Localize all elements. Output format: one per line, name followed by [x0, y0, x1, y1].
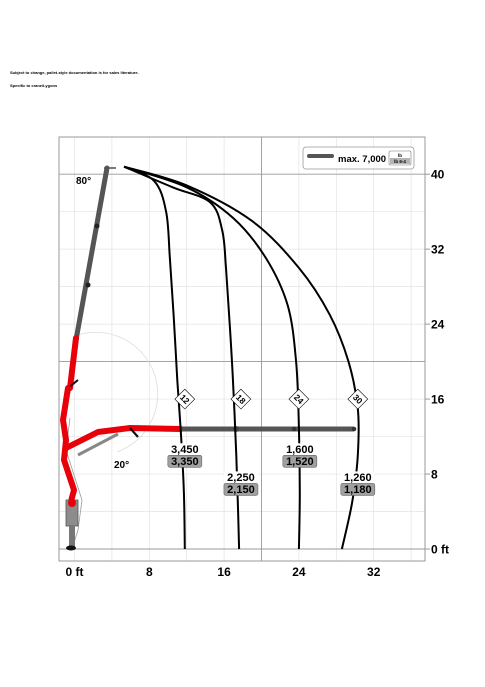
note-line-1: Subject to change, pallet-style document… [10, 70, 139, 75]
curve-label-box [347, 388, 369, 410]
legend-box [302, 146, 415, 170]
load-box-bottom [282, 454, 318, 468]
load-value-bottom: 3,350 [171, 456, 199, 468]
crane-boom: 80° 20° [60, 165, 357, 551]
legend-unit-bottom: lb 6-4 [394, 159, 406, 164]
load-box-bottom [167, 454, 203, 468]
load-box-top [282, 443, 317, 456]
x-tick-label: 16 [217, 565, 231, 579]
legend-unit-top: lb [398, 153, 402, 158]
boom-joint [94, 223, 100, 229]
crane-foot [66, 545, 76, 551]
boom-joint [351, 426, 357, 432]
boom-angle-label: 20° [114, 460, 129, 471]
load-box-top [167, 443, 202, 456]
grid [59, 137, 425, 561]
legend-unit-shade [390, 158, 410, 164]
lower-boom-cylinder [77, 432, 119, 457]
slew-ring [68, 499, 76, 507]
y-tick-label: 16 [431, 393, 445, 407]
y-tick-label: 24 [431, 318, 445, 332]
boom-joint [291, 426, 297, 432]
load-box-bottom [340, 483, 376, 496]
slew-arc [74, 331, 159, 453]
load-value-top: 1,260 [344, 472, 372, 484]
upper-boom-red [67, 335, 79, 391]
x-tick-label: 0 ft [66, 565, 84, 579]
x-tick-label: 32 [367, 565, 381, 579]
load-box-top [340, 471, 375, 484]
y-tick-label: 32 [431, 243, 445, 257]
load-value-bottom: 1,180 [344, 484, 372, 496]
load-curve-24 [123, 165, 301, 550]
load-value-bottom: 2,150 [227, 484, 255, 496]
load-box-top [223, 471, 258, 484]
x-tick-label: 8 [146, 565, 153, 579]
crane-pedestal [69, 526, 75, 548]
curve-label-24: 24 [288, 388, 310, 410]
curve-label-box [288, 388, 310, 410]
load-value-top: 1,600 [286, 444, 314, 456]
curve-label-30: 30 [347, 388, 369, 410]
y-tick-label: 8 [431, 468, 438, 482]
note-line-2: Specific to crane/Lygons [10, 83, 58, 88]
upper-boom-gray [73, 165, 110, 343]
lower-boom-red [63, 425, 184, 451]
load-curve-18 [123, 165, 241, 550]
boom-joint [85, 282, 91, 288]
load-value-top: 2,250 [227, 472, 255, 484]
plot-border [58, 136, 426, 562]
tick-labels: 0 ft 8 16 24 32 0 ft 8 16 24 32 40 [66, 168, 450, 579]
curve-label-box [230, 388, 252, 410]
load-value-top: 3,450 [171, 444, 199, 456]
curve-label-12: 12 [174, 388, 196, 410]
curve-label-18: 18 [230, 388, 252, 410]
lower-boom-joint [129, 427, 139, 438]
x-tick-label: 24 [292, 565, 306, 579]
legend-label: max. 7,000 [338, 154, 386, 165]
load-value-bottom: 1,520 [286, 456, 314, 468]
boom-angle-label: 80° [76, 176, 91, 187]
curve-label-box [174, 388, 196, 410]
y-tick-label: 0 ft [431, 543, 449, 557]
load-box-bottom [223, 483, 259, 496]
axis-frame [58, 136, 426, 562]
curve-labels: 12 18 24 303,4503,3502,2502,1501,6001,5201,… [167, 388, 376, 496]
y-tick-label: 40 [431, 168, 445, 182]
load-curve-12 [123, 165, 186, 550]
